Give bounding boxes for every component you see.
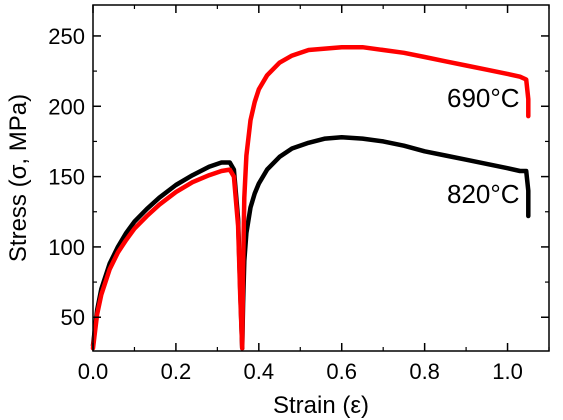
x-tick-label: 0.8 (409, 359, 440, 384)
x-tick-label: 0.2 (161, 359, 192, 384)
series-line-0 (90, 134, 531, 351)
plot-frame (92, 4, 550, 352)
y-tick-label: 150 (48, 165, 85, 190)
x-axis-label: Strain (ε) (273, 392, 369, 419)
x-tick-label: 0.6 (326, 359, 357, 384)
x-tick-label: 0.0 (78, 359, 109, 384)
y-tick-label: 100 (48, 235, 85, 260)
y-tick-label: 200 (48, 94, 85, 119)
tick-layer (92, 5, 550, 351)
label-layer: 0.0 0.2 0.4 0.6 0.8 1.0 50 100 150 200 250 820°C 690… (48, 24, 523, 384)
y-axis-label: Stress (σ, MPa) (5, 94, 32, 262)
series-layer (90, 44, 531, 351)
series-label-0: 820°C (447, 179, 520, 209)
x-tick-label: 0.4 (244, 359, 275, 384)
series-line-1 (90, 44, 531, 351)
x-tick-label: 1.0 (492, 359, 523, 384)
y-tick-label: 50 (61, 305, 85, 330)
y-tick-label: 250 (48, 24, 85, 49)
series-label-1: 690°C (447, 83, 520, 113)
